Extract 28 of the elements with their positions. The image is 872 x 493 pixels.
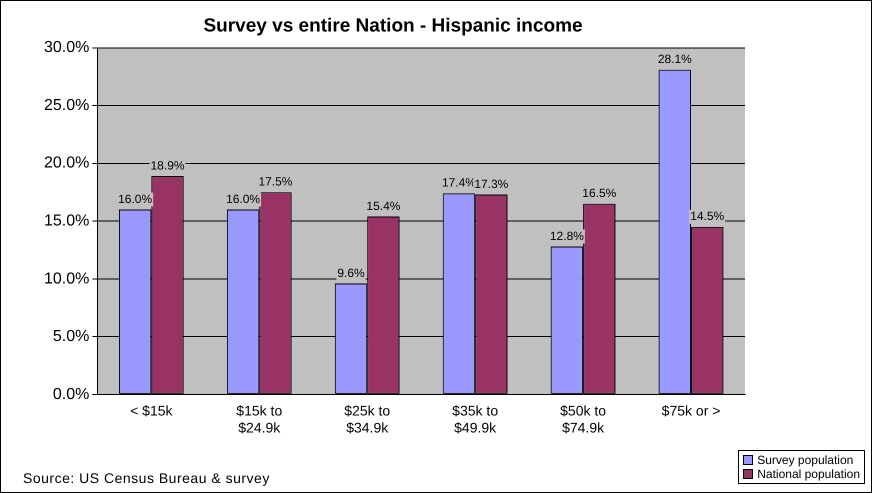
data-label: 16.0% xyxy=(226,192,260,206)
y-tick-label: 30.0% xyxy=(44,39,90,56)
y-tick-label: 0.0% xyxy=(52,386,90,403)
y-tick-label: 20.0% xyxy=(44,154,90,172)
data-label: 14.5% xyxy=(690,209,725,224)
data-label: 17.3% xyxy=(474,176,509,191)
data-label: 12.8% xyxy=(550,228,584,243)
chart-title: Survey vs entire Nation - Hispanic income xyxy=(203,16,583,37)
x-tick-label: < $15k xyxy=(130,402,174,419)
data-label: 28.1% xyxy=(658,52,692,66)
data-label: 16.0% xyxy=(118,192,152,206)
y-tick-label: 5.0% xyxy=(52,328,90,346)
legend-label: Survey population xyxy=(757,453,854,467)
x-tick-label: $25k to $34.9k xyxy=(344,402,390,436)
x-tick-label: $35k to $49.9k xyxy=(452,402,498,436)
data-label: 18.9% xyxy=(150,158,185,172)
data-label: 9.6% xyxy=(337,266,366,280)
x-tick-label: $15k to $24.9k xyxy=(236,402,282,436)
y-tick-label: 25.0% xyxy=(44,96,90,114)
data-label: 17.5% xyxy=(258,174,293,189)
data-label: 16.5% xyxy=(582,186,617,200)
y-tick-label: 10.0% xyxy=(44,270,90,288)
legend-label: National population xyxy=(757,467,860,481)
x-tick-label: $50k to $74.9k xyxy=(560,402,606,436)
source-note: Source: US Census Bureau & survey xyxy=(23,470,270,486)
y-tick-label: 15.0% xyxy=(44,212,90,230)
x-tick-label: $75k or > xyxy=(662,402,720,419)
data-label: 15.4% xyxy=(366,198,401,213)
